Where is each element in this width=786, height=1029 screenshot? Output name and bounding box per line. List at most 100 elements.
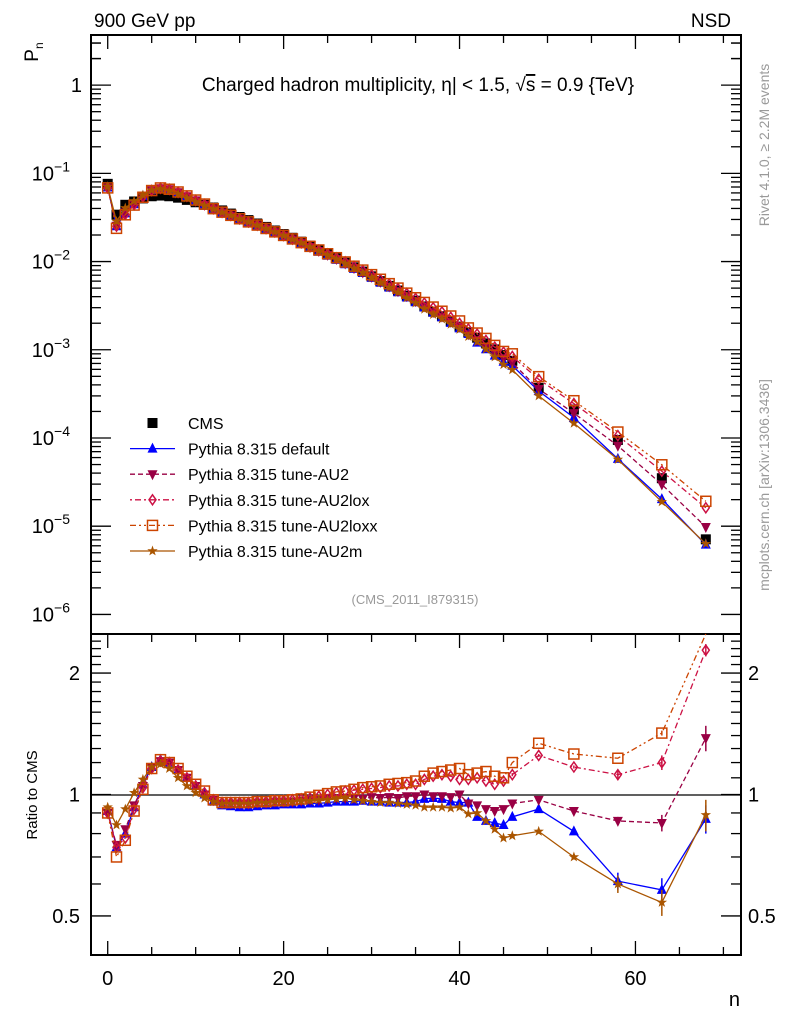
ratio-point-au2m	[252, 797, 263, 807]
data-point-au2m	[480, 343, 492, 354]
x-axis-label: n	[729, 989, 740, 1011]
ratio-point-au2loxx	[137, 783, 149, 796]
ratio-panel: 0 20 40 60 2 2 1 1 0.5 0.5 Ratio to CMS n	[24, 633, 776, 1011]
data-point-au2	[656, 480, 667, 491]
data-point-au2lox	[534, 373, 544, 386]
y-tick-label: 2	[69, 663, 80, 685]
data-point-au2m	[102, 181, 113, 192]
data-point-au2m	[146, 184, 157, 195]
ratio-point-au2	[656, 818, 667, 829]
ratio-point-au2m	[340, 792, 351, 803]
ratio-point-au2m	[146, 761, 157, 772]
ratio-point-au2m	[243, 798, 254, 808]
y-tick-label: 10−6	[32, 599, 70, 626]
title-s: s	[526, 75, 536, 96]
data-point-au2m	[463, 331, 474, 341]
data-point-au2m	[155, 183, 166, 194]
ratio-point-default	[656, 883, 667, 894]
ratio-point-au2m	[111, 819, 122, 830]
y-tick-label-right: 2	[748, 663, 759, 685]
legend-marker-au2lox	[148, 493, 157, 507]
ratio-point-au2loxx	[392, 777, 404, 790]
line-default	[107, 187, 707, 546]
data-point-au2m	[436, 313, 448, 324]
ratio-point-default	[533, 803, 544, 814]
main-ylabel: Pn	[22, 42, 46, 61]
legend-marker-au2	[147, 470, 158, 481]
ratio-point-default	[498, 819, 509, 830]
ratio-point-au2loxx	[471, 767, 483, 779]
data-point-cms	[164, 191, 175, 202]
ratio-point-au2	[436, 792, 447, 803]
y-tick-label-right: 1	[748, 785, 759, 807]
ratio-point-au2loxx	[295, 793, 307, 805]
series-au2lox	[103, 181, 711, 515]
title-eta: η	[441, 75, 452, 96]
legend-label: Pythia 8.315 tune-AU2m	[188, 544, 362, 561]
ratio-point-au2m	[190, 787, 201, 798]
data-point-au2loxx	[612, 426, 624, 438]
legend: CMS Pythia 8.315 default Pythia 8.315 tune…	[130, 416, 377, 561]
series-au2m	[102, 181, 711, 549]
data-point-cms	[656, 473, 667, 484]
data-point-au2loxx	[568, 394, 580, 407]
data-point-au2loxx	[532, 370, 545, 383]
series-cms	[102, 178, 711, 545]
y-tick-label-right: 0.5	[748, 906, 776, 928]
data-point-au2m	[278, 230, 289, 241]
ratio-point-au2m	[375, 797, 386, 807]
title-suffix: = 0.9 {TeV}	[535, 75, 634, 96]
legend-label: Pythia 8.315 tune-AU2loxx	[188, 518, 377, 535]
ratio-point-au2m	[471, 807, 483, 818]
ratio-point-au2m	[234, 798, 245, 808]
ratio-point-au2m	[700, 809, 711, 820]
data-point-au2loxx	[506, 348, 519, 360]
ratio-point-au2loxx	[110, 851, 123, 863]
data-point-au2m	[172, 188, 184, 199]
ratio-point-au2loxx	[374, 780, 387, 792]
legend-label: Pythia 8.315 tune-AU2lox	[188, 493, 369, 510]
data-point-au2m	[164, 185, 175, 195]
ratio-point-au2loxx	[357, 781, 369, 794]
ratio-point-au2loxx	[128, 805, 140, 817]
ratio-point-au2lox	[402, 777, 412, 791]
ratio-point-au2loxx	[612, 752, 624, 764]
data-point-au2m	[111, 215, 122, 226]
y-tick-label: 10−1	[32, 158, 70, 185]
ratio-point-au2m	[278, 796, 289, 807]
ratio-point-au2lox	[419, 773, 429, 786]
ratio-point-au2m	[507, 830, 518, 841]
ratio-point-au2loxx	[365, 781, 378, 793]
ratio-point-au2loxx	[532, 737, 545, 749]
ratio-point-au2loxx	[383, 778, 395, 791]
ratio-point-au2loxx	[427, 767, 439, 779]
ratio-point-au2lox	[472, 771, 482, 785]
data-point-au2m	[120, 202, 131, 213]
data-point-cms	[155, 190, 166, 201]
data-point-au2m	[260, 223, 272, 234]
ratio-point-au2	[507, 799, 518, 810]
ratio-ylabel: Ratio to CMS	[24, 750, 41, 839]
x-tick-label: 0	[102, 968, 113, 990]
data-point-au2m	[366, 272, 377, 283]
y-tick-label: 10−2	[32, 247, 70, 274]
legend-label: Pythia 8.315 default	[188, 442, 330, 459]
ratio-point-au2lox	[701, 643, 711, 657]
data-point-au2m	[340, 258, 351, 268]
ratio-point-default	[507, 810, 518, 821]
ratio-point-au2loxx	[348, 783, 360, 796]
data-point-au2loxx	[154, 182, 167, 194]
ratio-point-au2loxx	[506, 756, 519, 769]
data-point-au2loxx	[480, 332, 492, 345]
data-point-au2loxx	[339, 256, 351, 268]
data-point-au2loxx	[488, 339, 501, 352]
line-au2m	[107, 186, 707, 545]
ratio-point-au2m	[155, 758, 166, 769]
data-point-au2m	[181, 192, 193, 203]
data-point-au2	[700, 522, 711, 533]
data-point-au2m	[190, 196, 201, 207]
ratio-point-au2m	[120, 803, 131, 814]
ratio-point-au2	[472, 801, 483, 812]
y-tick-label: 10−4	[32, 423, 70, 450]
